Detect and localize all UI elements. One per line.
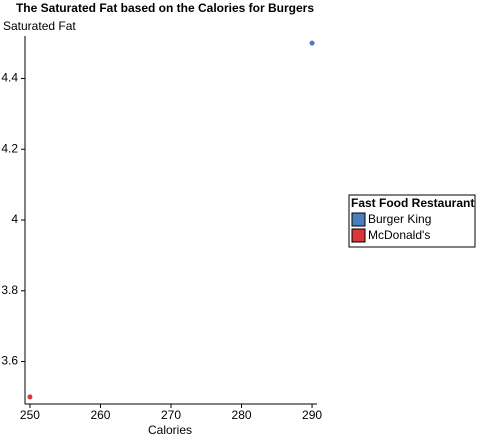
y-tick-label: 4 (11, 212, 18, 226)
x-tick-label: 270 (161, 408, 181, 422)
point (27, 394, 33, 400)
legend-swatch (351, 228, 366, 243)
legend-swatch (351, 212, 366, 227)
y-tick-label: 4.4 (1, 71, 18, 85)
x-tick-label: 250 (20, 408, 40, 422)
x-tick-label: 260 (90, 408, 110, 422)
chart-title: The Saturated Fat based on the Calories … (16, 1, 314, 15)
x-axis-label: Calories (148, 423, 192, 437)
y-tick-label: 4.2 (1, 141, 18, 155)
legend-title: Fast Food Restaurant (351, 196, 474, 210)
y-tick-label: 3.8 (1, 283, 18, 297)
y-axis-label: Saturated Fat (3, 19, 76, 33)
legend-label: Burger King (368, 212, 431, 226)
x-tick-label: 280 (232, 408, 252, 422)
point (309, 40, 315, 46)
legend-box (348, 194, 476, 248)
legend-label: McDonald's (368, 228, 430, 242)
x-tick-label: 290 (302, 408, 322, 422)
y-tick-label: 3.6 (1, 354, 18, 368)
